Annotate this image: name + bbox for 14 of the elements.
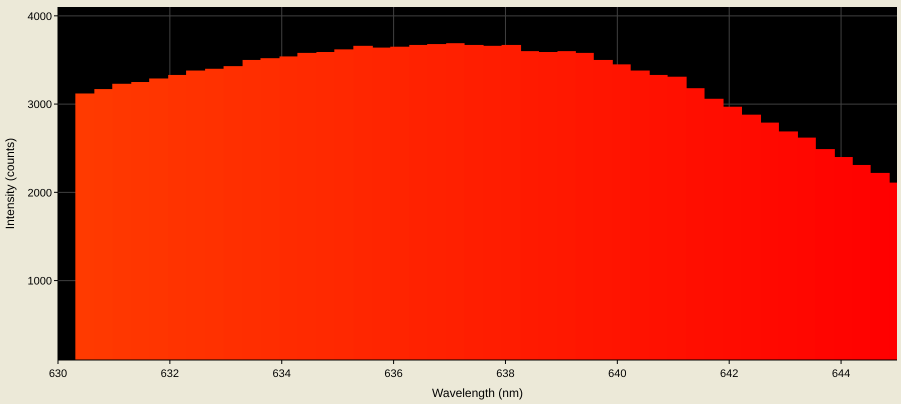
x-tick-label: 634 [272,368,291,380]
y-tick-label: 4000 [28,10,52,23]
y-tick-label: 3000 [28,99,52,112]
y-axis-title: Intensity (counts) [3,138,17,230]
x-tick-label: 642 [720,368,738,380]
x-axis-title: Wavelength (nm) [432,386,523,400]
x-tick-label: 630 [48,368,68,380]
x-tick-label: 644 [832,368,850,380]
x-tick-label: 638 [496,368,515,380]
y-tick-label: 1000 [28,276,52,288]
y-tick-label: 2000 [28,187,52,200]
x-tick-label: 636 [384,368,403,380]
x-tick-label: 640 [608,368,627,380]
x-tick-label: 632 [160,368,180,380]
